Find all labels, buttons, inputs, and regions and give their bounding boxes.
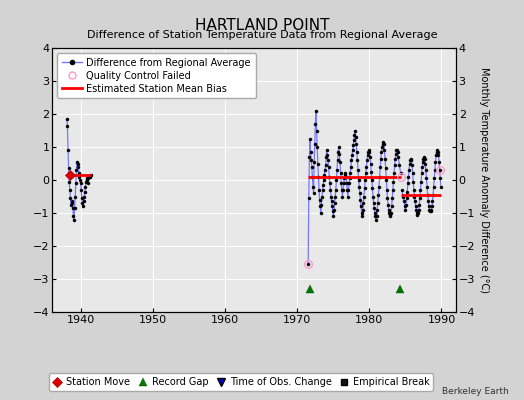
Difference from Regional Average: [75, 171, 82, 176]
Difference from Regional Average: [77, 178, 83, 182]
Difference from Regional Average: [68, 202, 74, 207]
Text: HARTLAND POINT: HARTLAND POINT: [195, 18, 329, 33]
Difference from Regional Average: [82, 189, 88, 194]
Difference from Regional Average: [70, 214, 77, 219]
Difference from Regional Average: [74, 161, 81, 166]
Difference from Regional Average: [85, 176, 92, 181]
Difference from Regional Average: [64, 123, 71, 128]
Difference from Regional Average: [81, 194, 88, 199]
Difference from Regional Average: [74, 160, 80, 164]
Text: Difference of Station Temperature Data from Regional Average: Difference of Station Temperature Data f…: [87, 30, 437, 40]
Difference from Regional Average: [85, 181, 91, 186]
Difference from Regional Average: [67, 188, 73, 192]
Difference from Regional Average: [77, 174, 83, 179]
Difference from Regional Average: [73, 168, 80, 172]
Difference from Regional Average: [78, 188, 84, 192]
Difference from Regional Average: [84, 178, 90, 182]
Difference from Regional Average: [65, 148, 71, 153]
Estimated Station Mean Bias: [64, 173, 70, 178]
Difference from Regional Average: [71, 206, 78, 210]
Difference from Regional Average: [88, 173, 94, 178]
Y-axis label: Monthly Temperature Anomaly Difference (°C): Monthly Temperature Anomaly Difference (…: [479, 67, 489, 293]
Difference from Regional Average: [66, 166, 72, 171]
Difference from Regional Average: [81, 199, 87, 204]
Difference from Regional Average: [75, 164, 81, 169]
Difference from Regional Average: [67, 196, 73, 200]
Legend: Station Move, Record Gap, Time of Obs. Change, Empirical Break: Station Move, Record Gap, Time of Obs. C…: [49, 373, 433, 391]
Difference from Regional Average: [69, 201, 75, 206]
Difference from Regional Average: [80, 204, 86, 209]
Difference from Regional Average: [82, 184, 89, 189]
Difference from Regional Average: [72, 194, 79, 199]
Difference from Regional Average: [79, 196, 85, 200]
Difference from Regional Average: [64, 116, 70, 121]
Difference from Regional Average: [83, 176, 90, 181]
Difference from Regional Average: [83, 179, 89, 184]
Legend: Difference from Regional Average, Quality Control Failed, Estimated Station Mean: Difference from Regional Average, Qualit…: [57, 53, 256, 98]
Difference from Regional Average: [69, 199, 75, 204]
Text: Berkeley Earth: Berkeley Earth: [442, 387, 508, 396]
Difference from Regional Average: [79, 201, 85, 206]
Difference from Regional Average: [86, 174, 93, 179]
Difference from Regional Average: [73, 181, 79, 186]
Difference from Regional Average: [71, 217, 77, 222]
Difference from Regional Average: [66, 179, 72, 184]
Line: Difference from Regional Average: Difference from Regional Average: [66, 118, 92, 221]
Estimated Station Mean Bias: [88, 173, 94, 178]
Difference from Regional Average: [70, 206, 76, 210]
Difference from Regional Average: [78, 181, 84, 186]
